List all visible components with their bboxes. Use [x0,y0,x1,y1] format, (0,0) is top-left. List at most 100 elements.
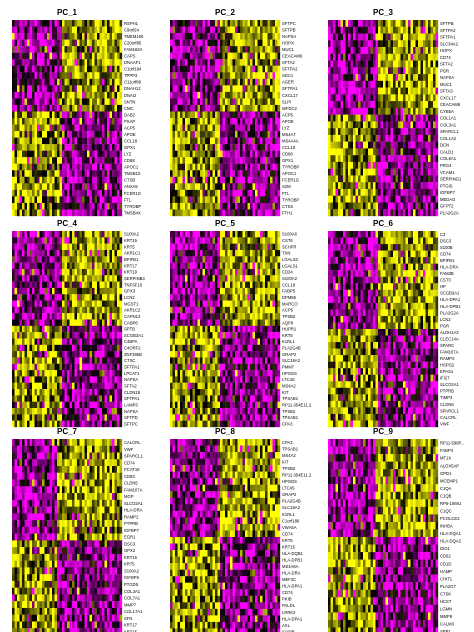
heatmap-cell [17,237,20,244]
heatmap-cell [37,243,40,251]
heatmap-cell [215,150,218,158]
heatmap-cell [390,148,394,156]
heatmap-cell [87,59,90,66]
heatmap-cell [52,209,55,217]
heatmap-cell [42,196,45,204]
heatmap-cell [393,20,396,27]
heatmap-cell [333,101,336,109]
heatmap-cell [398,188,401,196]
heatmap-cell [328,101,331,109]
heatmap-cell [62,262,65,270]
heatmap-cell [92,118,95,125]
heatmap-cell [59,39,63,47]
heatmap-cell [257,78,261,86]
heatmap-cell [365,121,369,129]
heatmap-cell [82,313,85,320]
heatmap-cell [64,59,68,66]
heatmap-cell [383,40,386,48]
heatmap-cell [257,20,261,27]
heatmap-cell [47,124,50,132]
heatmap-cell [64,256,68,263]
heatmap-cell [390,182,394,190]
heatmap-cell [14,26,18,34]
heatmap-cell [252,98,256,106]
heatmap-cell [262,131,266,138]
heatmap-cell [270,72,273,79]
heatmap-cell [260,196,263,204]
heatmap-cell [202,163,206,171]
heatmap-cell [190,91,193,99]
heatmap-cell [32,319,35,326]
heatmap-cell [44,287,48,295]
heatmap-cell [17,351,20,358]
heatmap-cell [197,104,201,112]
heatmap-cell [418,148,421,156]
heatmap-cell [225,26,228,34]
heatmap-cell [109,20,113,27]
heatmap-cell [89,20,93,27]
heatmap-cell [77,294,80,301]
heatmap-cell [250,111,253,119]
heatmap-cell [119,262,123,270]
heatmap-cell [185,170,188,177]
heatmap-cell [79,59,83,66]
heatmap-cell [74,275,78,282]
heatmap-cell [272,137,276,145]
heatmap-cell [428,141,431,149]
heatmap-cell [14,131,18,138]
heatmap-cell [277,150,281,158]
heatmap-cell [107,118,110,125]
heatmap-cell [67,202,70,210]
heatmap-cell [107,300,110,308]
heatmap-cell [112,313,115,320]
heatmap-cell [202,137,206,145]
heatmap-cell [104,163,108,171]
heatmap-cell [47,287,50,295]
heatmap-cell [29,344,33,352]
heatmap-cell [84,20,88,27]
heatmap-cell [420,74,424,81]
heatmap-cell [177,209,181,217]
heatmap-cell [262,72,266,79]
heatmap-cell [242,209,246,217]
heatmap-cell [74,344,78,352]
gene-label: SFTA2 [282,60,295,65]
heatmap-cell [117,262,120,270]
heatmap-cell [104,85,108,93]
heatmap-cell [237,144,241,151]
heatmap-cell [338,195,341,203]
heatmap-cell [29,237,33,244]
heatmap-cell [114,202,118,210]
heatmap-cell [84,33,88,40]
heatmap-cell [170,118,173,125]
heatmap-cell [383,182,386,190]
heatmap-cell [265,85,268,93]
heatmap-cell [109,313,113,320]
heatmap-cell [22,262,25,270]
heatmap-cell [114,20,118,27]
heatmap-cell [119,157,123,164]
heatmap-cell [92,26,95,34]
heatmap-cell [59,118,63,125]
heatmap-cell [418,114,421,122]
heatmap-cell [69,52,73,60]
heatmap-cell [119,313,123,320]
heatmap-cell [267,209,271,217]
heatmap-cell [24,59,28,66]
gene-label: PGR [440,68,449,73]
heatmap-cell [170,104,173,112]
heatmap-cell [44,91,48,99]
heatmap-cell [187,157,191,164]
heatmap-cell [355,53,359,61]
heatmap-cell [54,85,58,93]
heatmap-cell [97,20,100,27]
gene-label: CD74 [440,55,451,60]
heatmap-cell [62,268,65,276]
heatmap-cell [77,262,80,270]
heatmap-cell [42,363,45,371]
heatmap-cell [272,189,276,197]
heatmap-cell [17,104,20,112]
heatmap-cell [107,338,110,345]
heatmap-cell [220,124,223,132]
heatmap-cell [77,20,80,27]
